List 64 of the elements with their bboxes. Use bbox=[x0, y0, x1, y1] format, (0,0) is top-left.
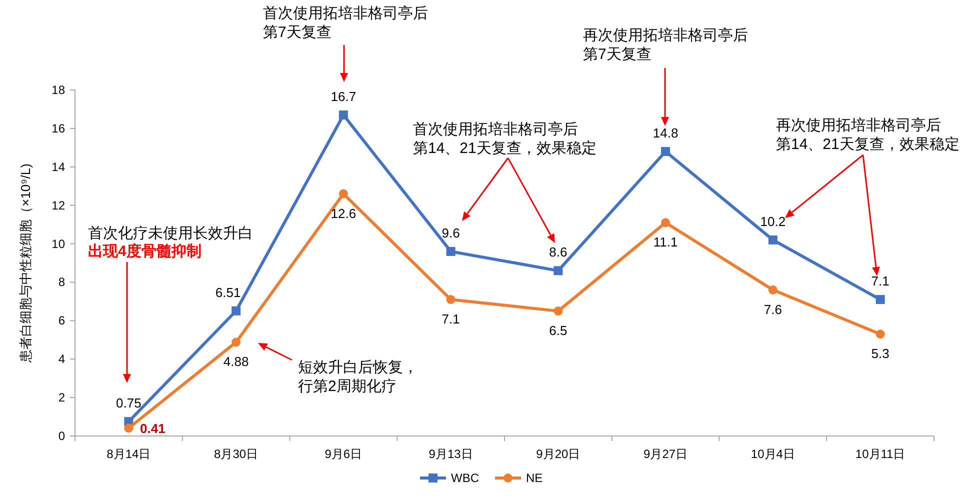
data-label: 6.5 bbox=[549, 323, 568, 338]
annotation: 出现4度骨髓抑制 bbox=[88, 242, 202, 260]
data-label: 11.1 bbox=[653, 234, 678, 250]
point bbox=[768, 235, 778, 244]
point bbox=[232, 306, 241, 316]
point bbox=[768, 285, 778, 294]
text: 首次使用拓培非格司亭后 bbox=[263, 5, 428, 22]
y-tick-label: 8 bbox=[58, 275, 66, 290]
y-tick-label: 16 bbox=[52, 121, 66, 136]
data-label: 9.6 bbox=[442, 225, 460, 240]
annotation: 行第2周期化疗 bbox=[298, 378, 396, 395]
annotation: 首次化疗未使用长效升白 bbox=[88, 225, 253, 242]
x-tick-label: 9月13日 bbox=[428, 447, 473, 461]
data-label: 12.6 bbox=[330, 206, 356, 221]
point bbox=[876, 295, 885, 304]
text: 第7天复查 bbox=[263, 24, 332, 41]
y-tick-label: 6 bbox=[58, 314, 66, 328]
point bbox=[446, 295, 456, 304]
x-tick-label: 8月14日 bbox=[106, 447, 151, 461]
data-label: 8.6 bbox=[549, 244, 568, 260]
legend-label: WBC bbox=[451, 471, 480, 485]
y-tick-label: 2 bbox=[58, 390, 66, 405]
point bbox=[661, 147, 670, 156]
data-label: 7.1 bbox=[442, 312, 460, 327]
point bbox=[338, 110, 348, 120]
data-label: 16.7 bbox=[330, 88, 356, 104]
x-tick-label: 9月27日 bbox=[644, 447, 688, 461]
data-label: 7.1 bbox=[871, 274, 890, 289]
data-label: 10.2 bbox=[760, 214, 786, 229]
x-tick-label: 10月4日 bbox=[750, 447, 795, 461]
y-tick-label: 14 bbox=[52, 160, 66, 174]
data-label: 0.75 bbox=[116, 396, 142, 411]
point bbox=[446, 246, 456, 256]
point bbox=[232, 338, 241, 347]
annotation: 短效升白后恢复， bbox=[298, 359, 418, 376]
legend-label: NE bbox=[526, 471, 543, 485]
data-label: 4.88 bbox=[223, 354, 249, 370]
annotation: 第14、21天复查，效果稳定 bbox=[776, 136, 960, 153]
point bbox=[554, 306, 563, 316]
y-tick-label: 10 bbox=[52, 236, 66, 251]
x-tick-label: 9月20日 bbox=[536, 447, 580, 461]
point bbox=[661, 218, 670, 228]
point bbox=[338, 189, 348, 198]
y-tick-label: 4 bbox=[58, 352, 66, 366]
point bbox=[554, 266, 563, 276]
x-tick-label: 10月11日 bbox=[855, 447, 906, 461]
y-tick-label: 0 bbox=[58, 429, 66, 443]
data-label: 5.3 bbox=[871, 346, 890, 362]
point bbox=[876, 330, 885, 339]
data-label: 14.8 bbox=[652, 126, 678, 141]
y-tick-label: 12 bbox=[52, 198, 66, 212]
text: 再次使用拓培非格司亭后 bbox=[583, 27, 748, 44]
annotation: 第14、21天复查，效果稳定 bbox=[413, 140, 596, 157]
data-label: 7.6 bbox=[764, 302, 782, 317]
annotation: 首次使用拓培非格司亭后 bbox=[413, 121, 578, 138]
x-tick-label: 9月6日 bbox=[324, 447, 362, 461]
data-label: 0.41 bbox=[140, 421, 166, 436]
y-tick-label: 18 bbox=[52, 83, 66, 97]
point bbox=[124, 424, 134, 433]
data-label: 6.51 bbox=[215, 284, 241, 300]
text: 第7天复查 bbox=[583, 46, 652, 63]
annotation: 再次使用拓培非格司亭后 bbox=[776, 117, 941, 134]
y-axis-title: 患者白细胞与中性粒细胞（×10⁹/L) bbox=[18, 164, 33, 364]
x-tick-label: 8月30日 bbox=[214, 447, 258, 461]
